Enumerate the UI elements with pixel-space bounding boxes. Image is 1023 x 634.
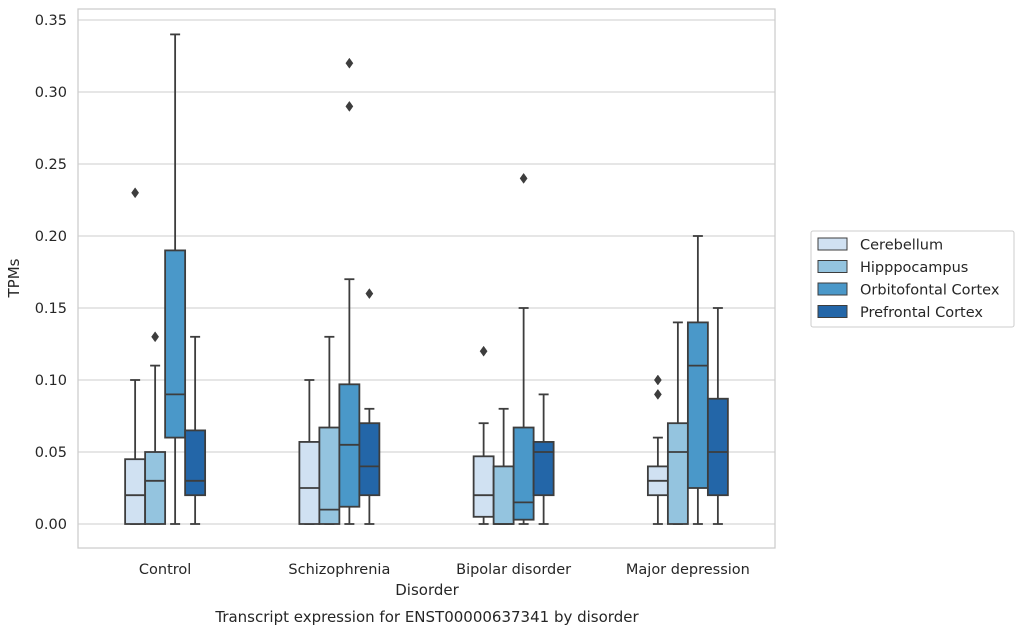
y-tick-label: 0.25 — [35, 157, 67, 173]
y-axis-label: TPMs — [5, 258, 23, 298]
box-body — [472, 455, 495, 518]
y-tick-label: 0.10 — [35, 373, 67, 389]
box-body — [666, 422, 689, 525]
box — [144, 331, 167, 525]
outlier-point — [345, 57, 354, 69]
y-tick-label: 0.20 — [35, 229, 67, 245]
box-body — [512, 426, 535, 521]
box — [164, 33, 187, 525]
outlier-point — [151, 331, 160, 343]
box — [298, 379, 321, 525]
legend-swatch — [817, 237, 848, 251]
box-body — [124, 458, 147, 525]
box — [532, 393, 555, 525]
box — [472, 345, 495, 525]
box — [646, 374, 669, 525]
box — [358, 288, 381, 525]
legend-label: Prefrontal Cortex — [860, 305, 983, 321]
box — [318, 335, 341, 525]
outlier-point — [519, 172, 528, 184]
x-tick-label: Major depression — [626, 562, 750, 578]
box — [706, 307, 729, 525]
outlier-point — [345, 100, 354, 112]
box-body — [298, 441, 321, 525]
box — [124, 187, 147, 525]
legend-swatch — [817, 260, 848, 273]
box-body — [706, 397, 729, 497]
outlier-point — [479, 345, 488, 357]
legend: Cerebellum Hipppocampus Orbitofontal Corte… — [810, 230, 1015, 328]
box-body — [532, 441, 555, 497]
x-tick-label: Control — [139, 562, 191, 578]
y-tick-label: 0.15 — [35, 301, 67, 317]
outlier-point — [653, 388, 662, 400]
box-body — [492, 465, 515, 525]
outlier-point — [131, 187, 140, 199]
legend-items: Cerebellum Hipppocampus Orbitofontal Corte… — [817, 237, 1000, 321]
y-tick-label: 0.30 — [35, 85, 67, 101]
box-body — [686, 321, 709, 489]
x-tick-label: Schizophrenia — [288, 562, 390, 578]
legend-swatch — [817, 282, 848, 296]
box — [686, 235, 709, 525]
y-tick-label: 0.05 — [35, 445, 67, 461]
y-tick-label: 0.35 — [35, 13, 67, 29]
box — [492, 407, 515, 525]
box — [338, 57, 361, 525]
box — [184, 335, 207, 525]
legend-frame — [810, 230, 1015, 328]
box-body — [144, 451, 167, 525]
box — [512, 172, 535, 525]
box-body — [184, 429, 207, 497]
outlier-point — [653, 374, 662, 386]
box-body — [164, 249, 187, 439]
plot-frame — [77, 8, 776, 549]
x-tick-label: Bipolar disorder — [456, 562, 571, 578]
box-body — [358, 422, 381, 497]
legend-swatch — [817, 305, 848, 318]
chart-caption: Transcript expression for ENST0000063734… — [214, 608, 639, 626]
outlier-point — [365, 288, 374, 300]
legend-label: Cerebellum — [860, 238, 943, 254]
x-tick-labels: Control Schizophrenia Bipolar disorder Majo… — [139, 562, 750, 578]
legend-label: Orbitofontal Cortex — [860, 283, 1000, 299]
box-layer — [124, 33, 729, 525]
y-tick-labels: 0.00 0.05 0.10 0.15 0.20 0.25 0.30 0.35 — [35, 13, 67, 533]
y-tick-label: 0.00 — [35, 517, 67, 533]
x-axis-label: Disorder — [395, 581, 459, 599]
box — [666, 321, 689, 525]
legend-label: Hipppocampus — [860, 260, 968, 276]
